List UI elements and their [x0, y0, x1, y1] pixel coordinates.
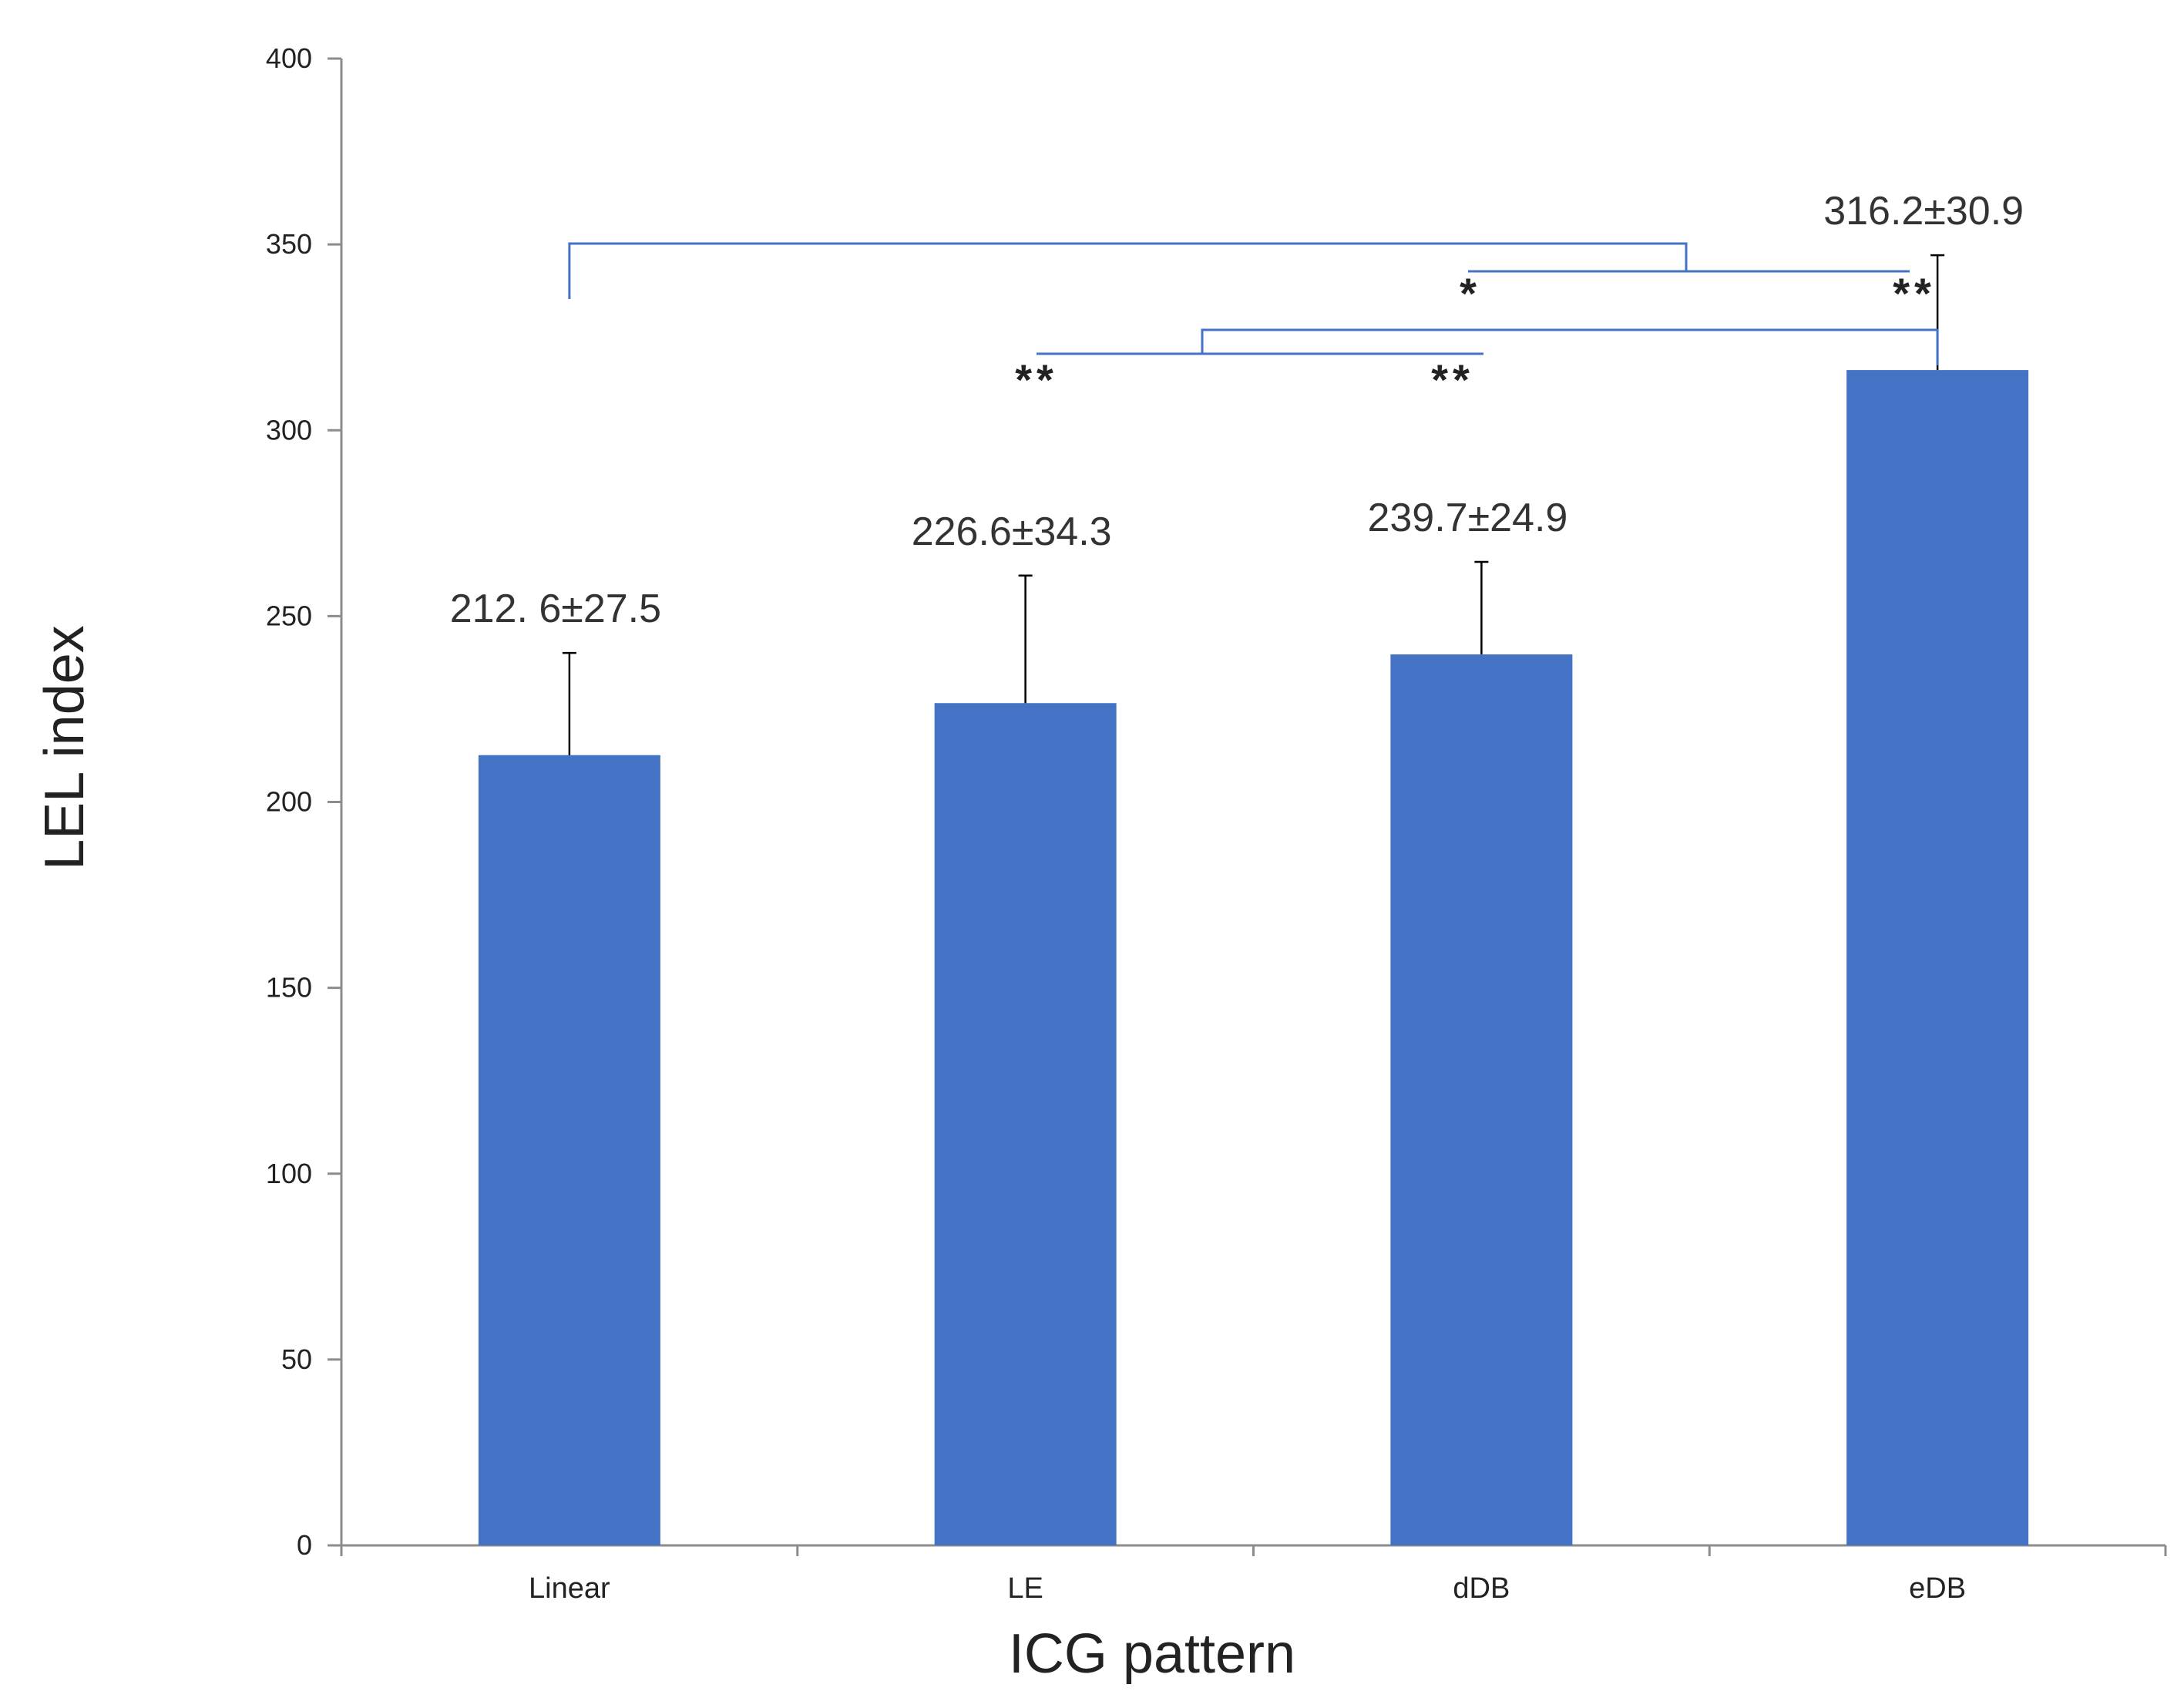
bar-edb — [1846, 370, 2029, 1545]
significance-brackets: * **** ** — [568, 242, 1939, 404]
sig-label: * — [1460, 269, 1481, 318]
y-tick-label: 0 — [297, 1529, 312, 1561]
y-tick-label: 250 — [266, 600, 312, 631]
bracket-le-edb — [1201, 328, 1939, 365]
x-tick-label: LE — [1007, 1572, 1043, 1605]
x-tick-label: eDB — [1909, 1572, 1966, 1605]
bar-value-label: 316.2±30.9 — [1823, 189, 2024, 234]
sig-label: ** — [1893, 269, 1936, 318]
bar-value-label: 212. 6±27.5 — [450, 587, 661, 631]
bar-value-label: 226.6±34.3 — [912, 509, 1112, 554]
y-tick-label: 300 — [266, 414, 312, 445]
y-tick-label: 100 — [266, 1158, 312, 1189]
sig-label: ** — [1015, 355, 1058, 404]
data-labels: 212. 6±27.5 226.6±34.3 239.7±24.9 316.2±30.… — [450, 189, 2024, 631]
bars — [478, 370, 2029, 1546]
bracket-linear-edb — [568, 242, 1688, 299]
x-tick-label: Linear — [529, 1572, 610, 1605]
y-tick-label: 150 — [266, 972, 312, 1004]
bar-ddb — [1390, 654, 1573, 1545]
x-axis-title: ICG pattern — [1009, 1623, 1295, 1685]
bar-le — [934, 703, 1117, 1546]
y-tick-label: 350 — [266, 228, 312, 260]
y-tick-label: 400 — [266, 42, 312, 74]
bar-value-label: 239.7±24.9 — [1367, 496, 1567, 540]
sig-label: ** — [1431, 355, 1474, 404]
y-axis-title: LEL index — [34, 625, 96, 870]
y-tick-label: 200 — [266, 786, 312, 818]
bar-linear — [478, 755, 660, 1545]
y-tick-label: 50 — [281, 1343, 312, 1375]
x-tick-label: dDB — [1453, 1572, 1510, 1605]
